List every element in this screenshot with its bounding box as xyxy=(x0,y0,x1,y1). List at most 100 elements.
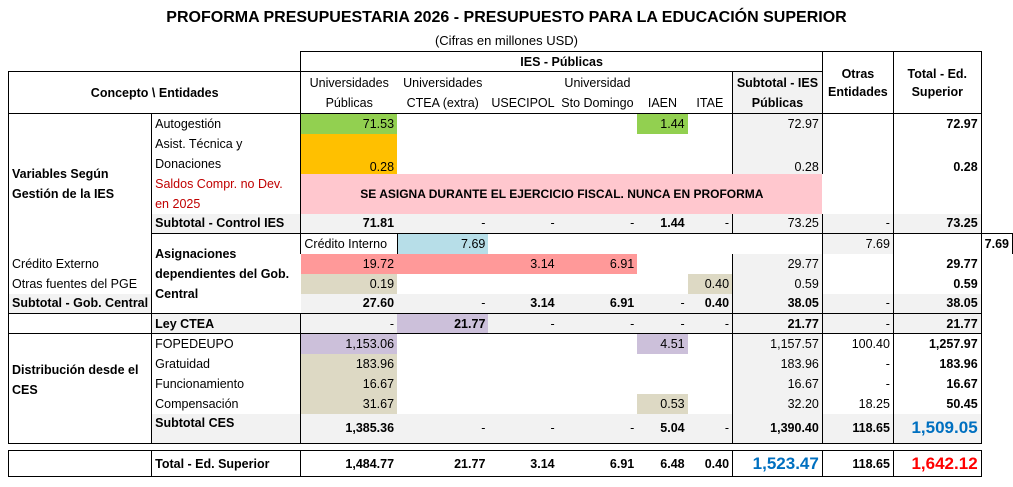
cell-iaen: 4.51 xyxy=(637,333,688,354)
row-label: Asist. Técnica y Donaciones xyxy=(151,133,302,174)
cell-iaen: - xyxy=(637,313,688,334)
cell-ctea: - xyxy=(397,413,489,444)
cell-itae: 0.40 xyxy=(687,273,734,294)
cell-otras: 118.65 xyxy=(822,450,894,477)
cell-subtotal: 0.59 xyxy=(732,273,823,294)
cell-otras: - xyxy=(822,313,894,334)
cell-univ: 183.96 xyxy=(300,353,398,374)
cell-itae: - xyxy=(687,313,734,334)
cell-otras: 118.65 xyxy=(822,413,894,444)
cell-usecipol: 3.14 xyxy=(488,293,558,314)
header-univ-sto-domingo: Universidad Sto Domingo xyxy=(561,75,634,110)
cell-ctea: 21.77 xyxy=(397,450,489,477)
cell-total: 72.97 xyxy=(893,113,982,134)
row-label: Subtotal - Control IES xyxy=(151,213,302,234)
header-iaen: IAEN xyxy=(647,96,678,110)
cell-total: 50.45 xyxy=(893,393,982,414)
cell-ctea: - xyxy=(397,213,489,234)
header-row-columns: Concepto \ Entidades Universidades Públi… xyxy=(7,71,1013,114)
cell-otras: 100.40 xyxy=(822,333,894,354)
row-credito-interno: Asignaciones dependientes del Gob. Centr… xyxy=(9,233,1013,314)
cell-sto: 6.91 xyxy=(557,253,638,274)
cell-subtotal: 1,157.57 xyxy=(732,333,823,354)
cell-total: 21.77 xyxy=(893,313,982,334)
cell-iaen: 1.44 xyxy=(637,213,688,234)
cell-otras: - xyxy=(822,353,894,374)
cell-subtotal: 1,390.40 xyxy=(732,413,823,444)
row-asist-tecnica: Asist. Técnica y Donaciones 0.28 0.28 0.… xyxy=(9,133,1013,174)
cell-iaen: 1.44 xyxy=(637,113,688,134)
header-concepto: Concepto \ Entidades xyxy=(7,71,302,114)
cell-univ: 31.67 xyxy=(300,393,398,414)
cell-subtotal: 29.77 xyxy=(732,253,823,274)
cell-total: 73.25 xyxy=(893,213,982,234)
cell-otras: - xyxy=(822,373,894,394)
cell-itae: - xyxy=(687,413,734,444)
page-title: PROFORMA PRESUPUESTARIA 2026 - PRESUPUES… xyxy=(166,9,847,26)
row-subtotal-ces: Subtotal CES 1,385.36 - - - 5.04 - 1,390… xyxy=(9,413,1013,444)
cell-subtotal: 32.20 xyxy=(732,393,823,414)
cell-subtotal: 7.69 xyxy=(822,233,894,254)
row-label: Saldos Compr. no Dev. en 2025 xyxy=(151,173,302,214)
page-subtitle: (Cifras en millones USD) xyxy=(434,33,579,48)
cell-ctea: 21.77 xyxy=(397,313,489,334)
row-label: Autogestión xyxy=(151,113,302,134)
cell-iaen: 5.04 xyxy=(637,413,688,444)
cell-total: 38.05 xyxy=(893,293,982,314)
cell-univ: 1,153.06 xyxy=(300,333,398,354)
row-gratuidad: Gratuidad 183.96 183.96 - 183.96 xyxy=(9,353,1013,374)
row-label: Total - Ed. Superior xyxy=(151,450,302,477)
cell-total: 183.96 xyxy=(893,353,982,374)
cell-sto: 6.91 xyxy=(557,293,638,314)
row-label: Compensación xyxy=(151,393,302,414)
cell-subtotal: 21.77 xyxy=(732,313,823,334)
cell-total: 1,642.12 xyxy=(893,450,982,477)
note-proforma: SE ASIGNA DURANTE EL EJERCICIO FISCAL. N… xyxy=(300,173,823,214)
row-credito-externo: Crédito Externo 19.72 3.14 6.91 29.77 29… xyxy=(7,253,1013,274)
header-subtotal-ies: Subtotal - IES Públicas xyxy=(732,71,823,114)
cell-usecipol: - xyxy=(488,313,558,334)
cell-ctea: - xyxy=(397,293,489,314)
cell-iaen: 6.48 xyxy=(637,450,688,477)
cell-sto: 6.91 xyxy=(557,450,638,477)
cell-otras: - xyxy=(822,293,894,314)
cell-sto: - xyxy=(557,413,638,444)
row-ley-ctea: Ley CTEA - 21.77 - - - - 21.77 - 21.77 xyxy=(7,313,1013,334)
cell-univ: - xyxy=(300,313,398,334)
cell-univ: 71.81 xyxy=(300,213,398,234)
group-label-gestion-ies: Variables Según Gestión de la IES xyxy=(7,113,152,254)
row-label: Subtotal CES xyxy=(151,413,302,444)
cell-total: 0.28 xyxy=(893,133,982,174)
row-fopedeupo: Distribución desde el CES FOPEDEUPO 1,15… xyxy=(7,333,1013,444)
cell-subtotal: 72.97 xyxy=(732,113,823,134)
cell-subtotal: 73.25 xyxy=(732,213,823,234)
header-row-group: IES - Públicas Otras Entidades Total - E… xyxy=(9,51,1013,114)
row-label: FOPEDEUPO xyxy=(151,333,302,354)
cell-itae: 0.40 xyxy=(687,293,734,314)
cell-usecipol: 3.14 xyxy=(488,253,558,274)
header-usecipol: USECIPOL xyxy=(491,96,555,110)
header-univ-ctea: Universidades CTEA (extra) xyxy=(403,75,483,110)
cell-univ: 0.28 xyxy=(300,133,398,174)
header-univ-publicas: Universidades Públicas xyxy=(309,75,389,110)
row-saldos: Saldos Compr. no Dev. en 2025 SE ASIGNA … xyxy=(9,173,1013,214)
cell-otras: 18.25 xyxy=(822,393,894,414)
cell-iaen: 0.53 xyxy=(637,393,688,414)
cell-subtotal: 38.05 xyxy=(732,293,823,314)
cell-iaen: - xyxy=(637,293,688,314)
row-label: Funcionamiento xyxy=(151,373,302,394)
cell-univ: 16.67 xyxy=(300,373,398,394)
cell-sto: - xyxy=(557,213,638,234)
cell-total: 1,257.97 xyxy=(893,333,982,354)
cell-subtotal: 16.67 xyxy=(732,373,823,394)
group-label-ces: Distribución desde el CES xyxy=(7,333,152,444)
cell-total: 1,509.05 xyxy=(893,413,982,444)
cell-itae: 0.40 xyxy=(687,450,734,477)
cell-total: 7.69 xyxy=(981,233,1013,254)
header-total: Total - Ed. Superior xyxy=(893,51,982,114)
cell-univ: 27.60 xyxy=(300,293,398,314)
row-label: Gratuidad xyxy=(151,353,302,374)
cell-usecipol: 3.14 xyxy=(488,450,558,477)
cell-usecipol: - xyxy=(488,413,558,444)
cell-subtotal: 1,523.47 xyxy=(732,450,823,477)
